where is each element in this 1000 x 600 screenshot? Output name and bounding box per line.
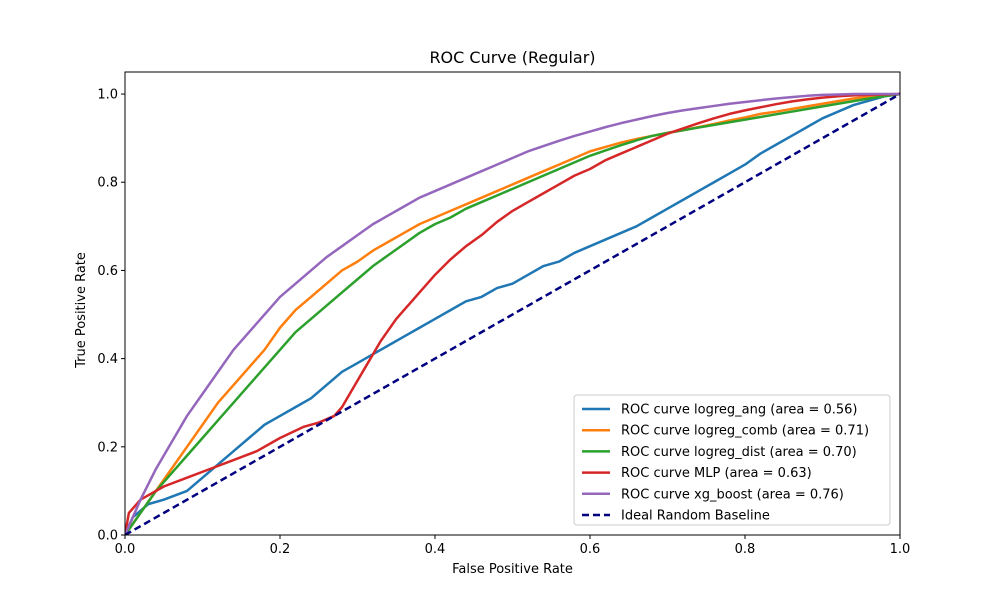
series-line-5	[125, 92, 900, 535]
series-line-1	[125, 92, 900, 535]
plot-area	[125, 92, 900, 535]
legend-label-4: ROC curve xg_boost (area = 0.76)	[621, 487, 844, 502]
x-tick-label: 0.4	[425, 542, 446, 557]
y-tick-label: 0.2	[97, 440, 118, 455]
legend: ROC curve logreg_ang (area = 0.56) ROC cu…	[573, 394, 891, 526]
legend-label-3: ROC curve MLP (area = 0.63)	[621, 466, 812, 481]
x-tick-label: 0.2	[270, 542, 291, 557]
series-line-2	[125, 92, 900, 535]
series-line-3	[125, 92, 900, 535]
axes-frame	[124, 71, 901, 536]
series-line-4	[125, 92, 900, 535]
legend-label-5: Ideal Random Baseline	[621, 509, 770, 524]
series-group	[125, 92, 900, 535]
legend-label-2: ROC curve logreg_dist (area = 0.70)	[621, 445, 857, 460]
y-tick-label: 1.0	[97, 88, 118, 103]
legend-box	[573, 394, 891, 526]
x-tick-label: 0.6	[580, 542, 601, 557]
legend-label-0: ROC curve logreg_ang (area = 0.56)	[621, 403, 857, 418]
x-tick-label: 0.8	[735, 542, 756, 557]
x-axis-label: False Positive Rate	[452, 562, 573, 577]
y-axis-label: True Positive Rate	[74, 252, 89, 369]
x-tick-label: 1.0	[890, 542, 911, 557]
series-line-0	[125, 92, 900, 535]
y-tick-label: 0.8	[97, 176, 118, 191]
y-tick-label: 0.0	[97, 529, 118, 544]
x-tick-label: 0.0	[115, 542, 136, 557]
y-tick-label: 0.4	[97, 352, 118, 367]
chart-title: ROC Curve (Regular)	[429, 48, 595, 67]
legend-label-1: ROC curve logreg_comb (area = 0.71)	[621, 424, 869, 439]
y-tick-label: 0.6	[97, 264, 118, 279]
axes: 0.0 0.2 0.4 0.6 0.8 1.0 0.0 0.2 0.4 0.6 0.8 1.0	[97, 71, 911, 557]
